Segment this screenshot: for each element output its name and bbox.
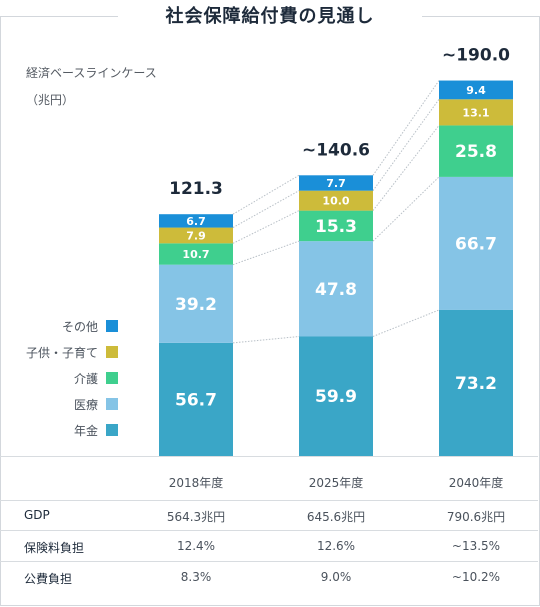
gdp-2040: 790.6兆円 (446, 510, 506, 524)
table-top-divider (0, 456, 538, 457)
bar-segment-medical (439, 176, 513, 310)
bar-segment-nursing (299, 210, 373, 242)
public-2025: 9.0% (320, 570, 352, 584)
bar-segment-pension (439, 309, 513, 456)
legend-swatch-childcare (106, 346, 118, 358)
legend-label-childcare: 子供・子育て (26, 345, 98, 360)
bar-segment-childcare (439, 99, 513, 126)
data-label-pension: 73.2 (455, 374, 497, 394)
legend-swatch-nursing (106, 372, 118, 384)
data-label-childcare: 13.1 (462, 106, 489, 119)
bar-segment-nursing (159, 243, 233, 265)
connector-line-nursing (232, 210, 300, 244)
data-label-other: 6.7 (186, 215, 206, 228)
data-label-childcare: 7.9 (186, 229, 206, 242)
legend-label-other: その他 (62, 320, 98, 334)
category-label-2018: 2018年度 (168, 476, 224, 490)
connector-line-childcare (372, 99, 440, 191)
legend-label-pension: 年金 (74, 423, 98, 438)
table-row-premium: 保険料負担 12.4% 12.6% ~13.5% (0, 531, 538, 562)
row-label-premium: 保険料負担 (24, 541, 85, 555)
category-label-2040: 2040年度 (448, 476, 504, 490)
bar-segment-medical (159, 264, 233, 343)
data-label-medical: 39.2 (175, 295, 217, 315)
table-row-gdp: GDP 564.3兆円 645.6兆円 790.6兆円 (0, 500, 538, 531)
premium-2018: 12.4% (176, 539, 216, 553)
bar-segment-childcare (299, 190, 373, 211)
bar-segment-other (159, 214, 233, 228)
public-2040: ~10.2% (451, 570, 501, 584)
bar-segment-nursing (439, 125, 513, 177)
bar-segment-pension (299, 336, 373, 456)
bar-segment-other (439, 80, 513, 100)
connector-line-pension (372, 309, 440, 337)
unit-label: （兆円） (26, 93, 75, 107)
connector-line-medical (232, 240, 300, 266)
frame-top-border-right (422, 16, 540, 17)
data-label-nursing: 25.8 (455, 142, 497, 162)
connector-line-medical (372, 176, 440, 242)
data-label-medical: 66.7 (455, 234, 497, 254)
gdp-2025: 645.6兆円 (306, 510, 366, 524)
legend-label-medical: 医療 (74, 398, 98, 412)
table-header-divider (0, 500, 538, 501)
data-label-nursing: 10.7 (182, 248, 209, 261)
legend-label-nursing: 介護 (74, 371, 98, 386)
chart-subtitle: 経済ベースラインケース (26, 66, 157, 80)
chart-title: 社会保障給付費の見通し (165, 6, 375, 27)
connector-line-other (372, 80, 440, 176)
legend-swatch-medical (106, 398, 118, 410)
data-label-childcare: 10.0 (322, 195, 349, 208)
legend-swatch-pension (106, 424, 118, 436)
connector-line-childcare (232, 190, 300, 229)
data-label-medical: 47.8 (315, 280, 357, 300)
table-row-public: 公費負担 8.3% 9.0% ~10.2% (0, 562, 538, 592)
total-label: ~140.6 (302, 140, 370, 160)
category-label-2025: 2025年度 (308, 476, 364, 490)
row-label-gdp: GDP (24, 508, 50, 522)
data-label-other: 9.4 (466, 84, 486, 97)
connector-line-nursing (372, 125, 440, 211)
data-label-nursing: 15.3 (315, 217, 357, 237)
data-label-other: 7.7 (326, 177, 346, 190)
connector-line-other (232, 174, 300, 215)
data-label-pension: 56.7 (175, 390, 217, 410)
bar-segment-pension (159, 342, 233, 456)
legend-swatch-other (106, 320, 118, 332)
premium-2040: ~13.5% (451, 539, 501, 553)
data-label-pension: 59.9 (315, 387, 357, 407)
bar-segment-medical (299, 241, 373, 337)
connector-line-pension (232, 336, 300, 344)
public-2018: 8.3% (180, 570, 212, 584)
total-label: 121.3 (169, 179, 223, 199)
premium-2025: 12.6% (316, 539, 356, 553)
gdp-2018: 564.3兆円 (166, 510, 226, 524)
bar-segment-childcare (159, 227, 233, 244)
total-label: ~190.0 (442, 46, 510, 66)
row-label-public: 公費負担 (24, 572, 73, 586)
bar-segment-other (299, 175, 373, 191)
frame-top-border-left (0, 16, 118, 17)
